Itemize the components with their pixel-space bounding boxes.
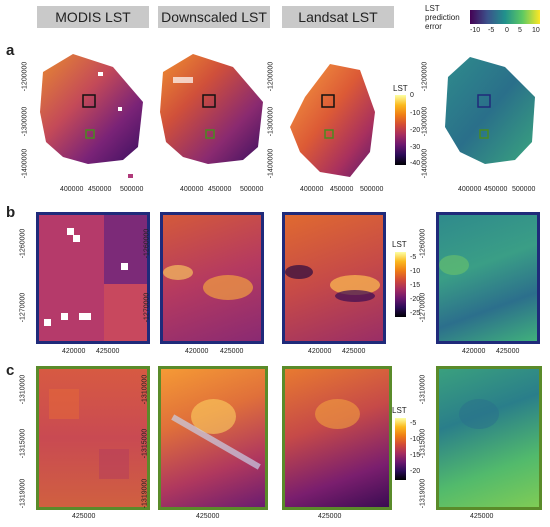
row-c-ytick: -1310000 [19,374,27,405]
row-b-ytick: -1270000 [143,292,151,323]
row-c-xtick: 425000 [470,513,494,520]
row-a-xtick: 450000 [208,186,232,193]
row-label-a: a [6,42,15,59]
row-a-ytick: -1300000 [21,106,29,137]
row-a-xtick: 400000 [60,186,84,193]
row-a-xtick: 450000 [330,186,354,193]
error-colorbar [470,10,540,24]
row-a-xtick: 400000 [300,186,324,193]
error-tick: 5 [518,27,522,34]
panel-c-error [436,366,542,510]
panel-b-downscaled [160,212,264,344]
panel-b-error [436,212,540,344]
row-c-ytick: -1319000 [19,478,27,509]
legend-c-tick: -20 [410,468,421,475]
legend-b-tick: -10 [410,268,421,275]
row-c-ytick: -1319000 [419,478,427,509]
row-a-xtick: 500000 [120,186,144,193]
legend-a-tick: 0 [410,92,414,99]
row-a-xtick: 500000 [240,186,264,193]
row-a-xtick: 500000 [360,186,384,193]
row-c-xtick: 425000 [72,513,96,520]
row-b-xtick: 425000 [496,348,520,355]
legend-b-colorbar [395,252,406,317]
legend-c-title: LST [392,406,407,415]
legend-c-colorbar [395,418,406,480]
row-b-xtick: 420000 [185,348,209,355]
row-c-ytick: -1315000 [141,428,149,459]
row-a-ytick: -1400000 [267,148,275,179]
legend-c-tick: -15 [410,452,421,459]
legend-a-tick: -40 [410,160,421,167]
legend-a-tick: -20 [410,127,421,134]
legend-b-tick: -5 [410,254,417,261]
row-a-xtick: 400000 [180,186,204,193]
row-b-ytick: -1260000 [19,228,27,259]
row-a-xtick: 400000 [458,186,482,193]
row-label-b: b [6,204,16,221]
error-tick: 0 [505,27,509,34]
header-downscaled: Downscaled LST [158,6,270,28]
row-b-ytick: -1260000 [419,228,427,259]
panel-c-landsat [282,366,392,510]
panel-c-downscaled [158,366,268,510]
error-legend-title-2: prediction [425,13,460,22]
row-c-ytick: -1315000 [19,428,27,459]
legend-a-colorbar [395,95,406,165]
map-modis-overview [40,54,143,178]
legend-a-tick: -30 [410,144,421,151]
row-c-ytick: -1319000 [141,478,149,509]
map-landsat-overview [290,64,375,177]
row-a-xtick: 450000 [88,186,112,193]
row-c-xtick: 425000 [318,513,342,520]
legend-a-tick: -10 [410,110,421,117]
row-a-xtick: 500000 [512,186,536,193]
row-c-xtick: 425000 [196,513,220,520]
panel-b-landsat [282,212,386,344]
row-a-ytick: -1400000 [21,148,29,179]
row-label-c: c [6,362,15,379]
map-error-overview [445,57,535,164]
error-legend-title-3: error [425,22,442,31]
header-modis: MODIS LST [37,6,149,28]
panel-b-modis [36,212,150,344]
legend-c-tick: -10 [410,436,421,443]
row-b-xtick: 425000 [220,348,244,355]
error-tick: 10 [532,27,540,34]
legend-a-title: LST [393,84,408,93]
row-a-ytick: -1300000 [267,106,275,137]
legend-c-tick: -5 [410,420,417,427]
row-a-ytick: -1300000 [421,106,429,137]
error-tick: -10 [470,27,481,34]
row-a-ytick: -1400000 [421,148,429,179]
error-tick: -5 [488,27,495,34]
row-c-ytick: -1315000 [419,428,427,459]
map-downscaled-overview [160,54,263,164]
row-b-xtick: 420000 [462,348,486,355]
header-landsat: Landsat LST [282,6,394,28]
row-c-ytick: -1310000 [141,374,149,405]
row-a-xtick: 450000 [484,186,508,193]
row-b-xtick: 420000 [62,348,86,355]
row-b-xtick: 425000 [342,348,366,355]
legend-b-tick: -20 [410,296,421,303]
row-b-xtick: 425000 [96,348,120,355]
panel-c-modis [36,366,150,510]
legend-b-tick: -15 [410,282,421,289]
legend-b-title: LST [392,240,407,249]
row-a-ytick: -1200000 [267,61,275,92]
row-a-ytick: -1200000 [21,61,29,92]
row-b-ytick: -1260000 [143,228,151,259]
row-c-ytick: -1310000 [419,374,427,405]
row-b-ytick: -1270000 [19,292,27,323]
row-b-ytick: -1270000 [419,292,427,323]
row-b-xtick: 420000 [308,348,332,355]
row-a-ytick: -1200000 [421,61,429,92]
error-legend-title-1: LST [425,4,440,13]
legend-b-tick: -25 [410,310,421,317]
